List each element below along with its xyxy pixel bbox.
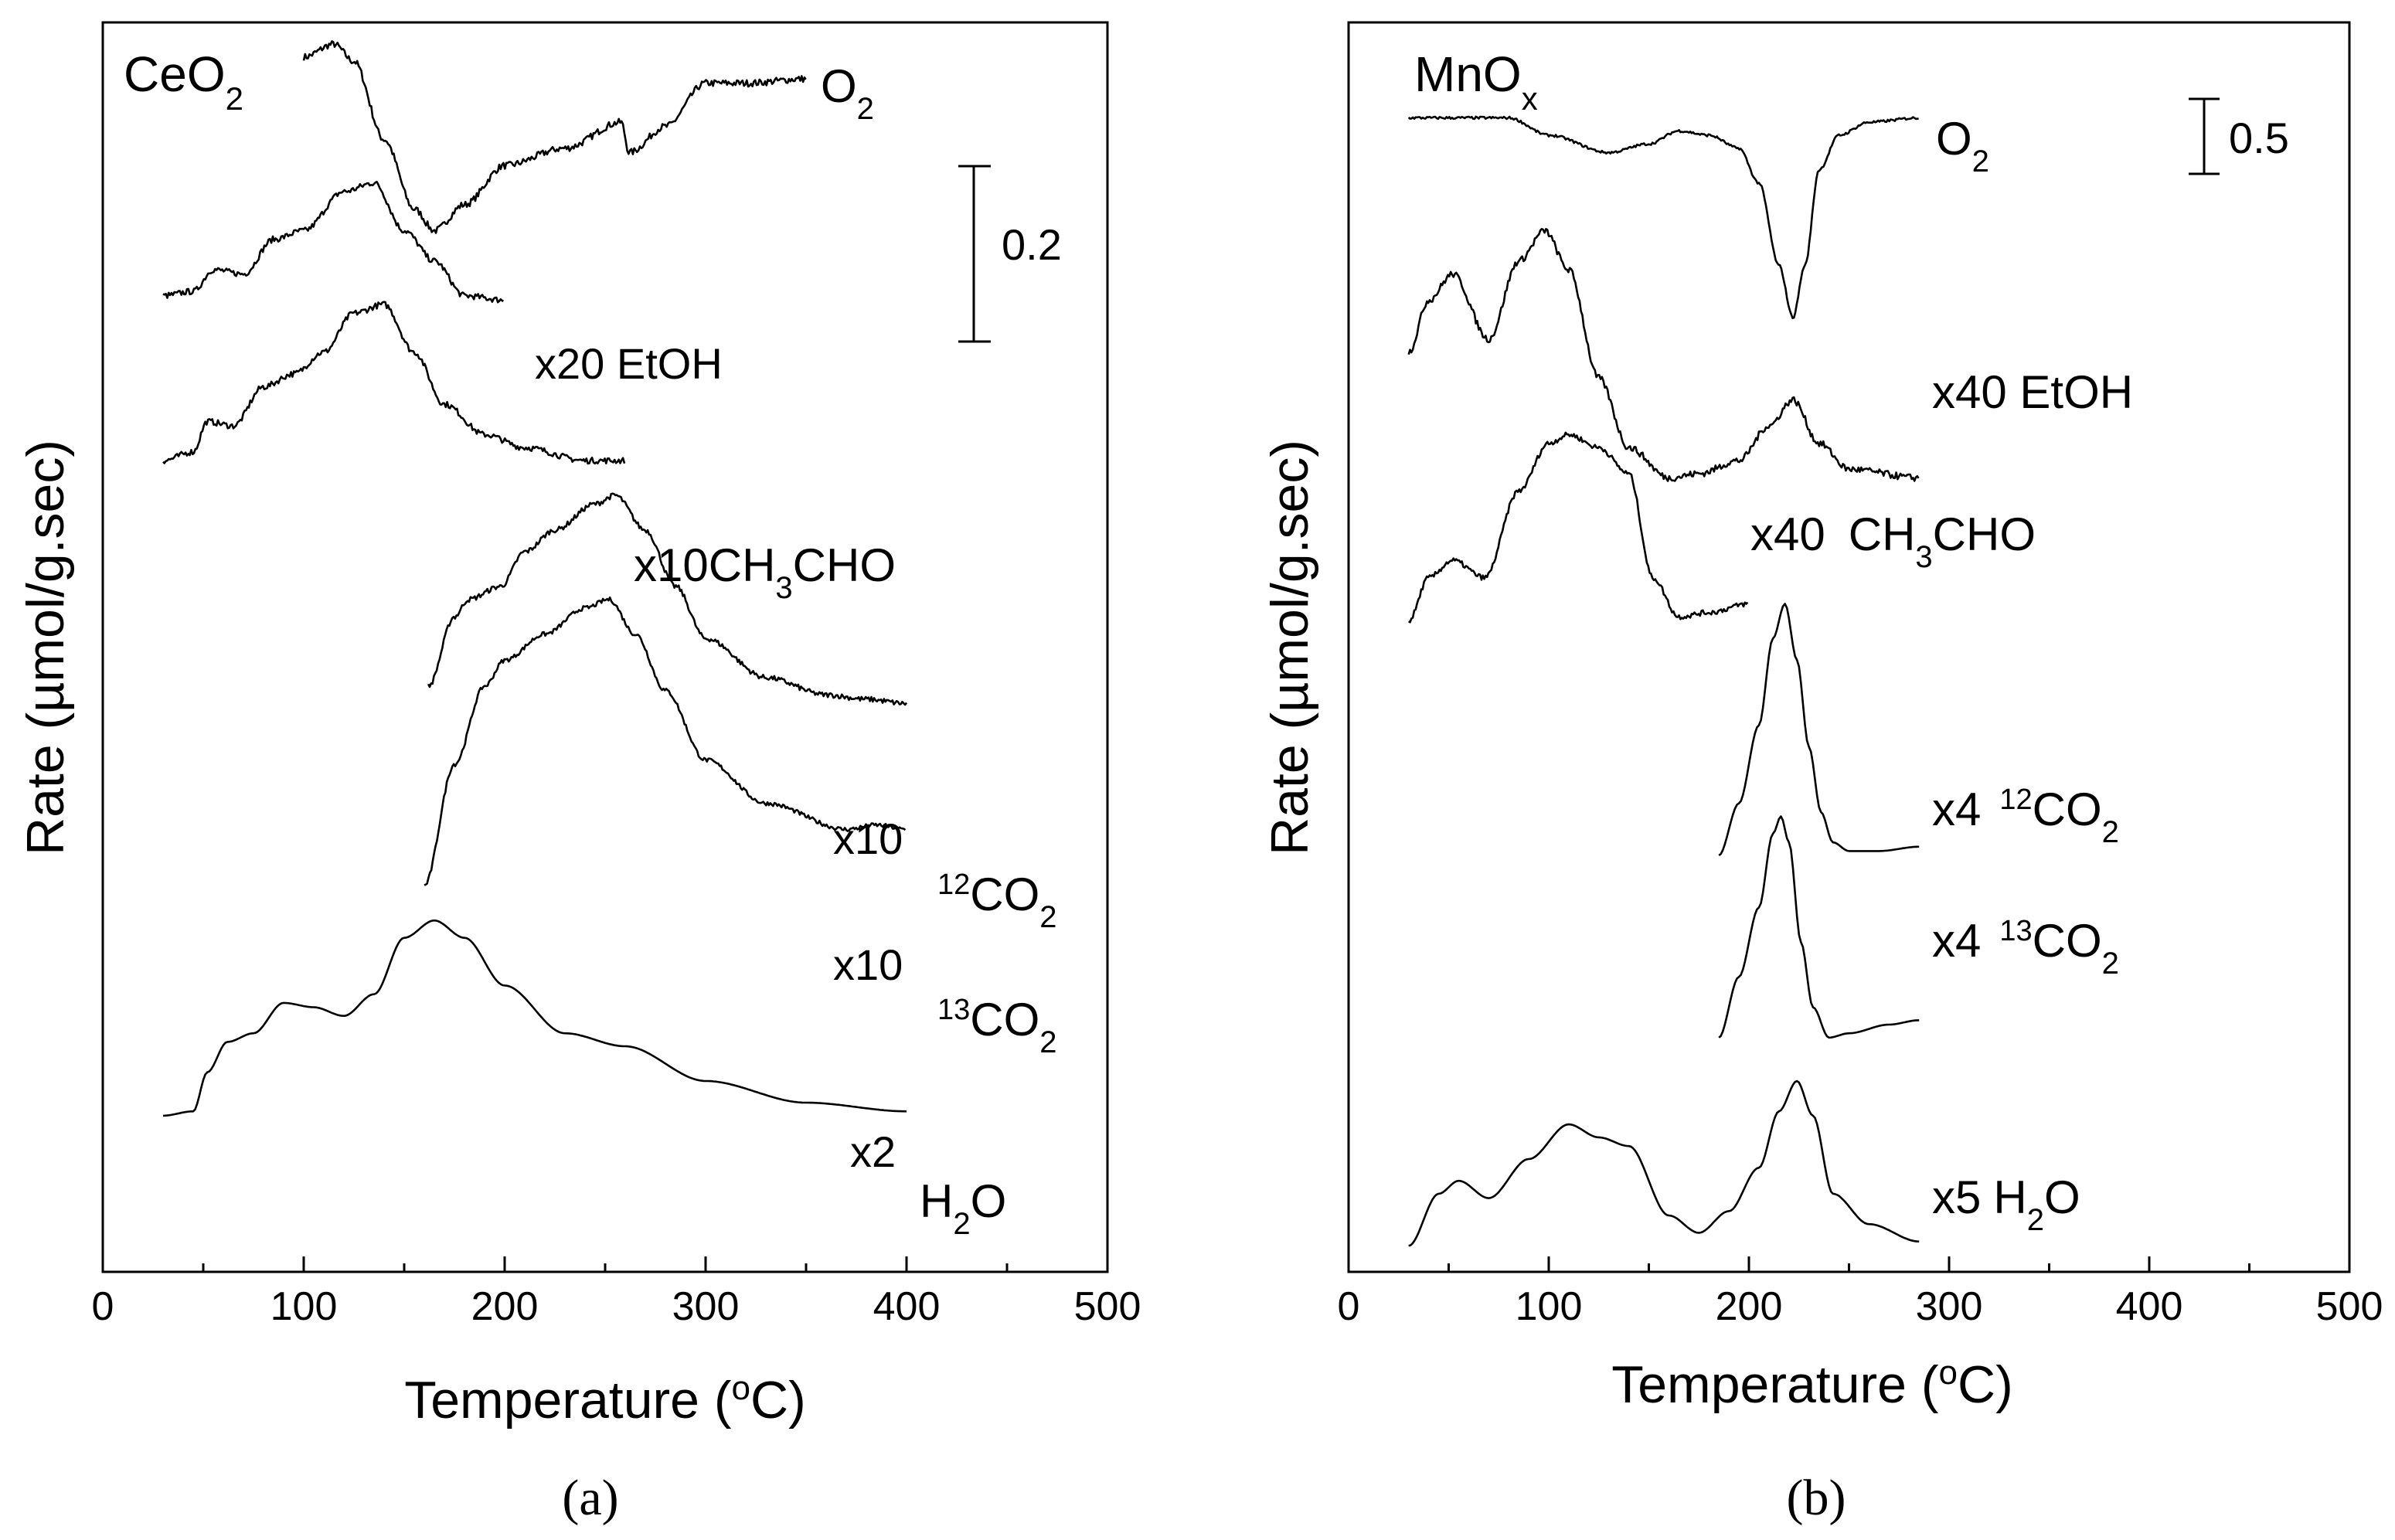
panel-a-plot-frame (101, 21, 1109, 1273)
panel-a-x-tick-label-400: 400 (873, 1284, 941, 1329)
panel-a-series-x2-h2o (162, 919, 907, 1117)
panel-a-series-x20-etoh (162, 181, 504, 304)
panel-b-x-tick-label-400: 400 (2116, 1284, 2183, 1329)
panel-b-label-h2o: x5 H2O (1932, 1171, 2080, 1237)
panel-b-label-ch3cho: x40 CH3CHO (1750, 508, 2036, 574)
panel-b-caption: (b) (1787, 1470, 1846, 1526)
panel-a-label-etoh: x20 EtOH (535, 339, 723, 388)
panel-b-series-x5-h2o (1408, 1079, 1920, 1247)
panel-a-label-h2o: H2O (920, 1175, 1006, 1241)
panel-b-label-13co2: x4 13CO2 (1932, 915, 2119, 981)
panel-a-series-x10-12co2 (427, 492, 908, 706)
panel-b-scale-bar: 0.5 (2189, 97, 2289, 175)
panel-a-x-tick-label-0: 0 (92, 1284, 114, 1329)
panel-b-series-x40-ch3cho (1408, 431, 1749, 624)
panel-b-label-etoh: x40 EtOH (1932, 366, 2133, 418)
panel-b-manganese-oxide: 0 100 200 300 400 500 MnOx 0.5 O2 x40 EtOH x4… (1260, 21, 2383, 1526)
panel-b-curves (1407, 115, 1920, 1247)
panel-b-x-axis-label: Temperature (oC) (1611, 1354, 2013, 1415)
panel-b-series-x4-12co2 (1718, 603, 1920, 857)
panel-a-series-x10-13co2 (424, 596, 907, 886)
panel-a-scale-bar: 0.2 (958, 165, 1062, 343)
panel-b-plot-frame (1347, 21, 2351, 1273)
panel-a-scale-bar-label: 0.2 (1002, 220, 1062, 269)
panel-b-series-x4-13co2 (1718, 815, 1920, 1039)
panel-b-label-12co2: x4 12CO2 (1932, 784, 2119, 849)
panel-b-title: MnOx (1414, 46, 1538, 117)
panel-a-x-tick-label-200: 200 (471, 1284, 539, 1329)
panel-a-title: CeO2 (124, 46, 243, 117)
panel-b-x-tick-label-300: 300 (1916, 1284, 1983, 1329)
panel-b-series-o2 (1407, 115, 1919, 320)
panel-b-x-tick-label-500: 500 (2316, 1284, 2383, 1329)
panel-b-scale-bar-label: 0.5 (2229, 114, 2289, 162)
panel-a-curves (162, 40, 908, 1117)
panel-b-x-tick-label-100: 100 (1516, 1284, 1583, 1329)
panel-a-x-tick-label-500: 500 (1074, 1284, 1141, 1329)
panel-a-label-13co2: 13CO2 (937, 994, 1057, 1059)
panel-a-caption: (a) (562, 1470, 618, 1526)
panel-b-label-o2: O2 (1936, 113, 1989, 178)
panel-b-x-ticks (1347, 1256, 2351, 1272)
panel-a-label-12co2: 12CO2 (937, 869, 1057, 934)
panel-a-label-12co2-multiplier: x10 (833, 814, 903, 863)
panel-a-label-ch3cho: x10CH3CHO (634, 539, 896, 605)
panel-a-series-o2 (302, 40, 807, 234)
panel-a-label-h2o-multiplier: x2 (850, 1127, 896, 1176)
panel-a-x-tick-label-100: 100 (270, 1284, 338, 1329)
panel-a-cerium-oxide: 0 100 200 300 400 500 CeO2 0.2 O2 x20 EtOH x1… (16, 21, 1141, 1526)
panel-a-y-axis-label: Rate (µmol/g.sec) (16, 440, 75, 855)
panel-b-series-x40-etoh (1407, 227, 1920, 482)
panel-a-x-tick-labels: 0 100 200 300 400 500 (92, 1284, 1141, 1329)
panel-b-x-tick-label-0: 0 (1338, 1284, 1360, 1329)
panel-a-label-o2: O2 (821, 60, 874, 126)
panel-a-x-axis-label: Temperature (oC) (404, 1369, 806, 1430)
panel-b-x-tick-label-200: 200 (1716, 1284, 1783, 1329)
panel-a-series-x10-ch3cho (162, 301, 626, 465)
panel-b-y-axis-label: Rate (µmol/g.sec) (1260, 440, 1319, 855)
panel-b-x-tick-labels: 0 100 200 300 400 500 (1338, 1284, 2383, 1329)
panel-a-label-13co2-multiplier: x10 (833, 940, 903, 989)
panel-a-x-tick-label-300: 300 (672, 1284, 740, 1329)
panel-a-x-ticks (101, 1256, 1109, 1272)
